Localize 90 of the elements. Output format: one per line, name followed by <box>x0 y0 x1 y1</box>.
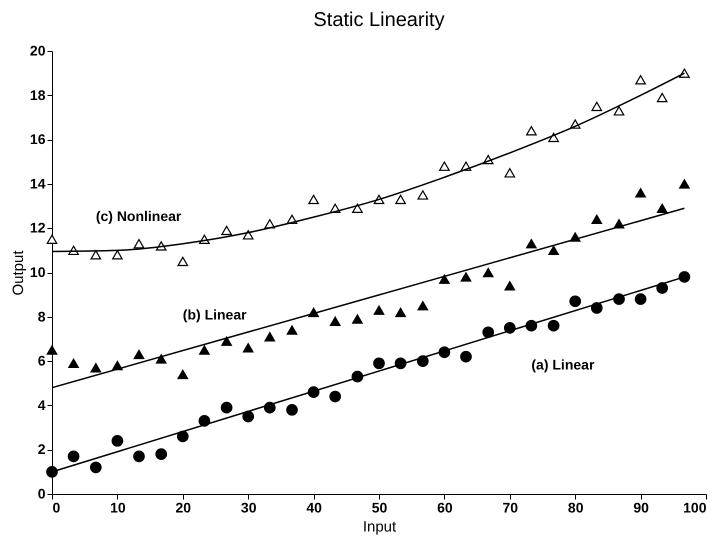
point <box>112 250 123 260</box>
point <box>656 92 668 102</box>
point <box>526 238 537 248</box>
y-tick-label: 18 <box>30 86 46 103</box>
series-label: (a) Linear <box>531 356 595 373</box>
x-tick-label: 60 <box>437 500 453 516</box>
point <box>177 256 188 266</box>
point <box>221 336 232 346</box>
x-tick-label: 80 <box>568 500 584 516</box>
point <box>395 308 406 318</box>
point <box>46 345 58 355</box>
point <box>220 402 232 414</box>
point <box>460 272 472 282</box>
point <box>417 190 428 200</box>
point <box>308 194 319 204</box>
point <box>526 126 537 136</box>
point <box>482 326 494 338</box>
point <box>68 450 80 462</box>
point <box>439 274 450 284</box>
point <box>679 179 690 189</box>
point <box>134 350 144 360</box>
x-tick-label: 90 <box>633 500 650 516</box>
point <box>548 246 559 256</box>
point <box>504 281 516 290</box>
point <box>90 363 102 372</box>
point <box>439 161 450 171</box>
point <box>614 106 624 116</box>
point <box>156 354 167 364</box>
point <box>134 238 144 248</box>
point <box>176 430 189 442</box>
point <box>460 350 472 363</box>
y-tick-label: 14 <box>30 175 46 192</box>
point <box>199 345 210 355</box>
y-tick-label: 10 <box>30 264 46 280</box>
point <box>634 293 646 305</box>
point <box>635 188 646 198</box>
point <box>656 204 668 213</box>
point <box>482 268 494 278</box>
y-tick-label: 0 <box>38 486 46 502</box>
point <box>352 204 363 213</box>
point <box>286 325 298 335</box>
point <box>374 305 384 315</box>
x-tick-label: 30 <box>240 500 257 516</box>
point <box>221 226 232 236</box>
y-tick-label: 6 <box>38 352 46 369</box>
point <box>417 301 428 310</box>
point <box>504 168 516 178</box>
point <box>46 466 58 478</box>
x-tick-label: 0 <box>52 500 60 516</box>
x-tick-label: 70 <box>502 500 518 516</box>
x-tick-label: 50 <box>372 500 388 516</box>
series-label: (c) Nonlinear <box>96 208 182 224</box>
point <box>155 448 168 460</box>
point <box>678 271 690 283</box>
point <box>46 234 58 244</box>
y-tick-label: 4 <box>38 396 46 413</box>
point <box>548 320 560 332</box>
point <box>352 314 363 324</box>
point <box>177 370 188 380</box>
y-tick-label: 20 <box>30 42 46 58</box>
series-label: (b) Linear <box>182 306 248 322</box>
point <box>264 332 276 342</box>
point <box>242 343 254 353</box>
y-tick-label: 2 <box>38 441 46 458</box>
point <box>112 435 124 447</box>
point <box>68 358 79 368</box>
x-tick-label: 20 <box>176 500 192 516</box>
point <box>242 410 254 422</box>
point <box>395 194 406 204</box>
point <box>286 404 298 416</box>
point <box>133 450 145 462</box>
y-axis-title: Output <box>10 250 27 296</box>
point <box>90 250 102 260</box>
point <box>591 102 602 112</box>
x-tick-label: 10 <box>110 500 126 516</box>
y-tick-label: 12 <box>30 220 46 236</box>
x-tick-label: 40 <box>306 500 322 516</box>
point <box>569 295 582 308</box>
x-tick-label: 100 <box>683 500 707 516</box>
point <box>242 230 254 240</box>
point <box>329 390 342 402</box>
y-tick-label: 8 <box>38 308 46 324</box>
chart-title: Static Linearity <box>313 9 445 31</box>
point <box>635 75 646 85</box>
x-axis-title: Input <box>362 518 398 536</box>
point <box>591 214 602 224</box>
y-tick-label: 16 <box>30 131 46 148</box>
point <box>373 357 385 370</box>
point <box>90 462 102 474</box>
point <box>330 316 341 326</box>
